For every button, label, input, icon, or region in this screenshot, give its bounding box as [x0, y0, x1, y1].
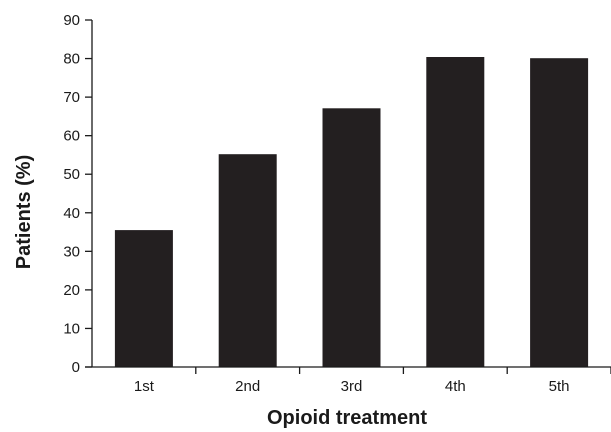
x-tick-label-3rd: 3rd [341, 378, 363, 395]
y-tick-label-80: 80 [63, 51, 80, 68]
y-axis-title: Patients (%) [13, 155, 35, 269]
y-tick-label-30: 30 [63, 243, 80, 260]
y-tick-label-0: 0 [72, 359, 80, 376]
bar-5th [530, 58, 589, 367]
bar-1st [114, 230, 173, 367]
x-tick-label-5th: 5th [549, 378, 570, 395]
y-tick-label-90: 90 [63, 12, 80, 29]
y-tick-label-70: 70 [63, 89, 80, 106]
bar-2nd [218, 154, 277, 367]
x-tick-label-4th: 4th [445, 378, 466, 395]
bar-4th [426, 57, 485, 367]
labels-layer: 0 10 20 30 40 50 60 70 80 90 1st 2nd 3rd 4th 5th [63, 12, 569, 395]
x-axis-title: Opioid treatment [267, 407, 427, 429]
bars-layer [114, 57, 589, 368]
axes-layer [85, 19, 611, 374]
x-tick-label-1st: 1st [134, 378, 155, 395]
y-tick-label-50: 50 [63, 166, 80, 183]
y-tick-label-40: 40 [63, 205, 80, 222]
bar-3rd [322, 108, 381, 368]
y-tick-label-60: 60 [63, 128, 80, 145]
y-tick-label-20: 20 [63, 282, 80, 299]
x-tick-label-2nd: 2nd [235, 378, 260, 395]
y-tick-label-10: 10 [63, 320, 80, 337]
